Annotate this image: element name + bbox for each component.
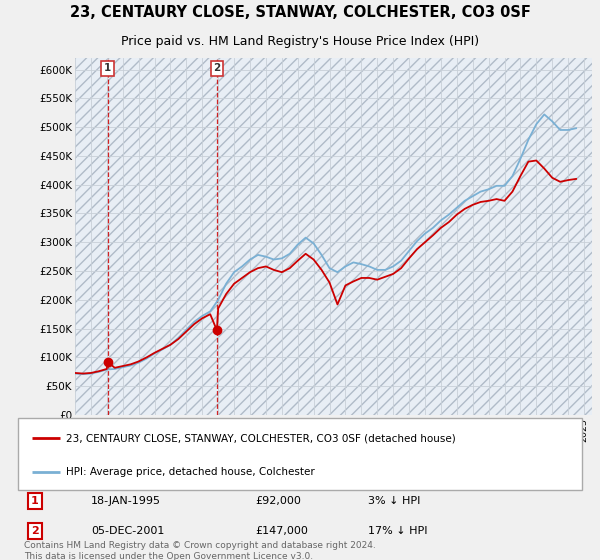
Text: 2: 2 <box>213 63 221 73</box>
FancyBboxPatch shape <box>18 418 582 490</box>
Text: 23, CENTAURY CLOSE, STANWAY, COLCHESTER, CO3 0SF: 23, CENTAURY CLOSE, STANWAY, COLCHESTER,… <box>70 4 530 20</box>
Text: 2: 2 <box>31 526 39 536</box>
Text: 05-DEC-2001: 05-DEC-2001 <box>91 526 164 536</box>
Text: 18-JAN-1995: 18-JAN-1995 <box>91 496 161 506</box>
Text: £92,000: £92,000 <box>255 496 301 506</box>
Text: Contains HM Land Registry data © Crown copyright and database right 2024.
This d: Contains HM Land Registry data © Crown c… <box>23 542 376 560</box>
Text: 23, CENTAURY CLOSE, STANWAY, COLCHESTER, CO3 0SF (detached house): 23, CENTAURY CLOSE, STANWAY, COLCHESTER,… <box>66 433 455 443</box>
Text: Price paid vs. HM Land Registry's House Price Index (HPI): Price paid vs. HM Land Registry's House … <box>121 35 479 48</box>
Text: £147,000: £147,000 <box>255 526 308 536</box>
Text: 3% ↓ HPI: 3% ↓ HPI <box>368 496 420 506</box>
Text: 17% ↓ HPI: 17% ↓ HPI <box>368 526 427 536</box>
Text: 1: 1 <box>104 63 111 73</box>
Text: 1: 1 <box>31 496 39 506</box>
Text: HPI: Average price, detached house, Colchester: HPI: Average price, detached house, Colc… <box>66 467 314 477</box>
